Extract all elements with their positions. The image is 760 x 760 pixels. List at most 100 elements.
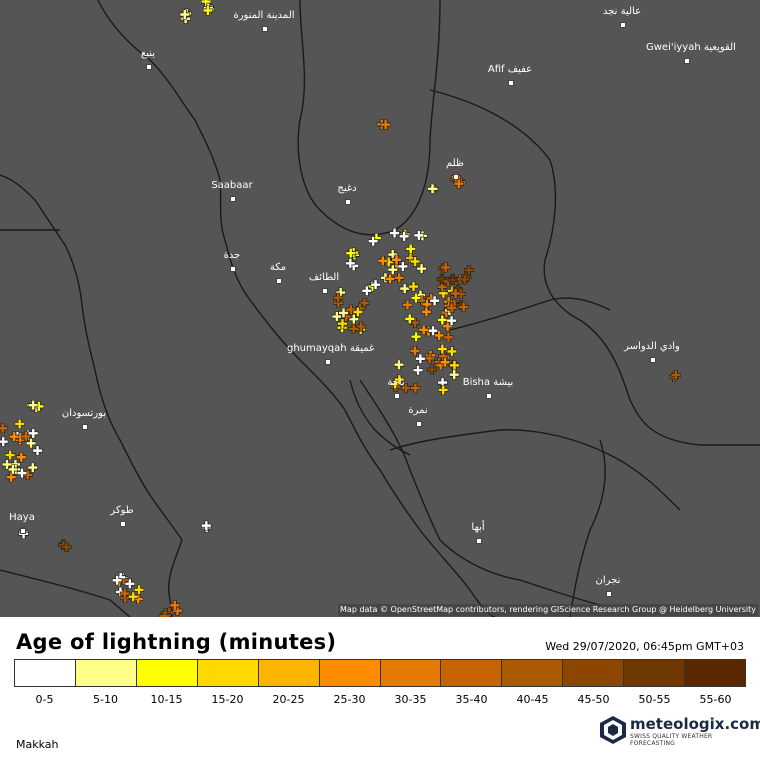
- lightning-strike: [413, 365, 423, 375]
- lightning-strike: [388, 250, 398, 260]
- lightning-strike: [410, 318, 420, 328]
- city-label-portsudan: بورتسودان: [61, 408, 107, 419]
- lightning-strike: [356, 322, 366, 332]
- lightning-strike: [443, 321, 453, 331]
- lightning-strike: [362, 286, 372, 296]
- lightning-strike: [427, 184, 437, 194]
- lightning-strike: [440, 357, 450, 367]
- legend-swatch: [319, 660, 381, 686]
- city-dot: [508, 80, 514, 86]
- lightning-strike: [381, 120, 391, 130]
- legend-label: 50-55: [638, 693, 671, 706]
- lightning-strike: [438, 385, 448, 395]
- border-9: [349, 379, 411, 456]
- lightning-strike: [414, 230, 424, 240]
- lightning-strike: [451, 289, 461, 299]
- city-label-najran: نجران: [595, 575, 621, 586]
- legend-swatch: [502, 660, 564, 686]
- lightning-strike: [411, 293, 421, 303]
- brand-tagline: SWISS QUALITY WEATHER FORECASTING: [630, 733, 713, 747]
- lightning-strike: [399, 231, 409, 241]
- lightning-strike: [332, 312, 342, 322]
- city-dot: [20, 528, 26, 534]
- coastline-west: [0, 174, 183, 617]
- lightning-strike: [28, 428, 38, 438]
- lightning-strike: [28, 463, 38, 473]
- city-label-gweiiyyah: Gwei'iyyah القويعية: [646, 42, 736, 53]
- lightning-strike: [172, 606, 182, 616]
- city-label-daghij: دغبج: [337, 183, 357, 194]
- lightning-strike: [394, 360, 404, 370]
- lightning-strike: [15, 419, 25, 429]
- legend-swatch: [15, 660, 76, 686]
- city-label-jeddah: جدة: [223, 250, 241, 261]
- lightning-strike: [9, 432, 19, 442]
- lightning-strike: [459, 302, 469, 312]
- legend-label: 5-10: [93, 693, 118, 706]
- city-dot: [684, 58, 690, 64]
- lightning-strike: [0, 423, 8, 433]
- legend-swatch: [624, 660, 686, 686]
- lightning-strike: [449, 360, 459, 370]
- lightning-strike: [28, 400, 38, 410]
- lightning-strike: [368, 236, 378, 246]
- city-dot: [230, 196, 236, 202]
- lightning-strike: [427, 365, 437, 375]
- lightning-strike: [339, 308, 349, 318]
- border-6: [389, 429, 681, 511]
- legend-swatch: [380, 660, 442, 686]
- city-label-ula: عالية نجد: [602, 6, 642, 17]
- brand-name: meteologix.com: [630, 715, 760, 733]
- lightning-strike: [170, 600, 180, 610]
- city-dot: [325, 359, 331, 365]
- lightning-strike: [337, 319, 347, 329]
- lightning-strike: [378, 256, 388, 266]
- region-name: Makkah: [16, 738, 59, 751]
- lightning-strike: [201, 521, 211, 531]
- city-label-wadi: وادي الدواسر: [624, 341, 680, 352]
- lightning-strike: [8, 464, 18, 474]
- legend-label: 0-5: [35, 693, 54, 706]
- brand-logo[interactable]: meteologix.com SWISS QUALITY WEATHER FOR…: [600, 714, 760, 747]
- lightning-strike: [430, 296, 440, 306]
- lightning-strike: [448, 275, 458, 285]
- lightning-strike: [62, 542, 72, 552]
- lightning-strike: [400, 284, 410, 294]
- lightning-strike: [437, 315, 447, 325]
- lightning-strike: [409, 282, 419, 292]
- lightning-strike: [449, 370, 459, 380]
- border-2: [297, 0, 441, 236]
- lightning-strike: [385, 274, 395, 284]
- coastline: [97, 0, 496, 617]
- lightning-strike: [443, 332, 453, 342]
- lightning-strike: [134, 585, 144, 595]
- lightning-strike: [5, 450, 15, 460]
- lightning-strike: [128, 592, 138, 602]
- legend-swatch: [75, 660, 137, 686]
- city-dot: [120, 521, 126, 527]
- legend-label: 25-30: [333, 693, 366, 706]
- legend-timestamp: Wed 29/07/2020, 06:45pm GMT+03: [545, 640, 744, 653]
- lightning-strike: [394, 375, 404, 385]
- map-canvas: [0, 0, 760, 617]
- lightning-strike: [394, 273, 404, 283]
- border-4: [359, 379, 601, 606]
- lightning-map[interactable]: المدينة المنورة ينبع عالية نجد Gwei'iyyah ا…: [0, 0, 760, 617]
- city-label-bisha: Bisha بيشة: [462, 377, 514, 388]
- lightning-strike: [410, 383, 420, 393]
- lightning-strike: [159, 611, 169, 617]
- lightning-strike: [17, 468, 27, 478]
- lightning-strike: [398, 261, 408, 271]
- lightning-strike: [26, 438, 36, 448]
- lightning-strike: [410, 346, 420, 356]
- lightning-strike: [346, 305, 356, 315]
- lightning-strike: [345, 258, 355, 268]
- city-label-yanbu: ينبع: [140, 48, 156, 59]
- lightning-strike: [133, 594, 143, 604]
- lightning-strike: [201, 0, 211, 7]
- legend-color-bar: [14, 659, 746, 687]
- lightning-strike: [359, 298, 369, 308]
- city-dot: [146, 64, 152, 70]
- lightning-strike: [437, 344, 447, 354]
- lightning-strike: [417, 264, 427, 274]
